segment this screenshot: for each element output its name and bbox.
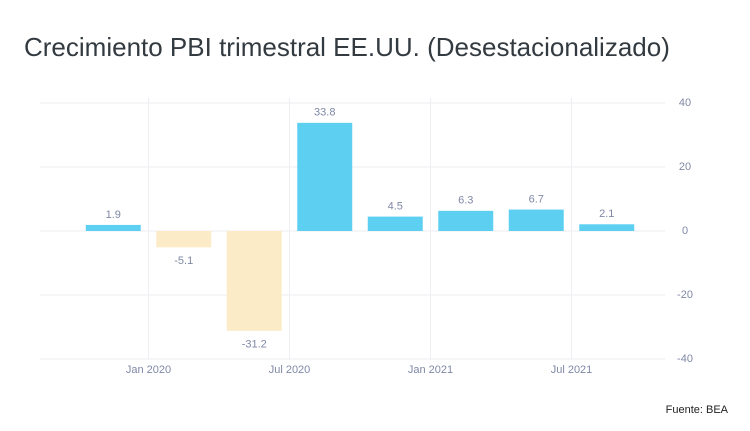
value-label: -5.1	[174, 255, 193, 267]
bar	[226, 231, 282, 331]
source-note: Fuente: BEA	[666, 404, 729, 416]
value-label: 33.8	[314, 107, 335, 119]
y-tick-label: 40	[679, 97, 691, 109]
y-tick-label: 0	[682, 225, 688, 237]
y-tick-label: 20	[679, 161, 691, 173]
value-label: -31.2	[242, 339, 267, 351]
value-label: 6.7	[529, 193, 544, 205]
x-tick-label: Jan 2021	[408, 364, 453, 376]
value-label: 4.5	[388, 201, 403, 213]
bar	[579, 224, 635, 231]
bar	[508, 209, 564, 231]
x-tick-label: Jul 2020	[269, 364, 311, 376]
chart-title: Crecimiento PBI trimestral EE.UU. (Deses…	[24, 32, 670, 62]
value-label: 1.9	[106, 209, 121, 221]
bar	[438, 210, 494, 231]
x-tick-label: Jul 2021	[551, 364, 593, 376]
bar	[156, 231, 212, 248]
value-label: 2.1	[599, 208, 614, 220]
bar	[367, 216, 423, 231]
bar	[85, 224, 141, 231]
value-label: 6.3	[458, 195, 473, 207]
y-tick-label: -40	[677, 353, 693, 365]
y-tick-label: -20	[677, 289, 693, 301]
bar	[297, 122, 353, 231]
x-tick-label: Jan 2020	[126, 364, 171, 376]
